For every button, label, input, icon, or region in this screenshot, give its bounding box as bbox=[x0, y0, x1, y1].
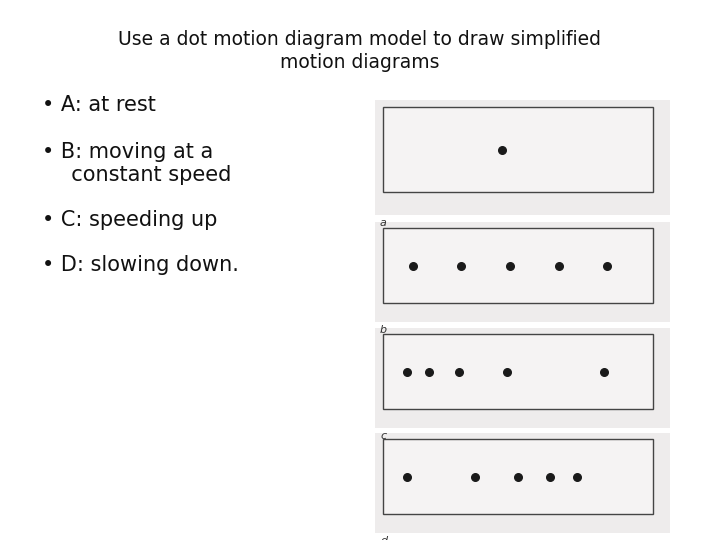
Text: a: a bbox=[380, 218, 387, 228]
Point bbox=[423, 367, 435, 376]
Point bbox=[496, 145, 508, 154]
Text: c: c bbox=[380, 431, 386, 441]
Text: • D: slowing down.: • D: slowing down. bbox=[42, 255, 239, 275]
Text: b: b bbox=[380, 325, 387, 335]
Text: • A: at rest: • A: at rest bbox=[42, 95, 156, 115]
Text: constant speed: constant speed bbox=[58, 165, 231, 185]
Bar bbox=[375, 222, 670, 322]
Bar bbox=[383, 107, 653, 192]
Point bbox=[598, 367, 610, 376]
Point bbox=[504, 261, 516, 270]
Point bbox=[407, 261, 418, 270]
Text: Use a dot motion diagram model to draw simplified: Use a dot motion diagram model to draw s… bbox=[119, 30, 601, 49]
Text: motion diagrams: motion diagrams bbox=[280, 53, 440, 72]
Bar bbox=[383, 334, 653, 409]
Point bbox=[469, 472, 480, 481]
Point bbox=[456, 261, 467, 270]
Point bbox=[512, 472, 523, 481]
Bar bbox=[383, 439, 653, 514]
Text: d: d bbox=[380, 536, 387, 540]
Point bbox=[544, 472, 556, 481]
Bar bbox=[375, 328, 670, 428]
Text: • B: moving at a: • B: moving at a bbox=[42, 142, 213, 162]
Point bbox=[453, 367, 464, 376]
Bar bbox=[375, 433, 670, 533]
Point bbox=[402, 472, 413, 481]
Bar bbox=[375, 100, 670, 215]
Point bbox=[572, 472, 583, 481]
Point bbox=[402, 367, 413, 376]
Point bbox=[501, 367, 513, 376]
Text: • C: speeding up: • C: speeding up bbox=[42, 210, 217, 230]
Point bbox=[601, 261, 613, 270]
Bar bbox=[383, 228, 653, 303]
Point bbox=[553, 261, 564, 270]
